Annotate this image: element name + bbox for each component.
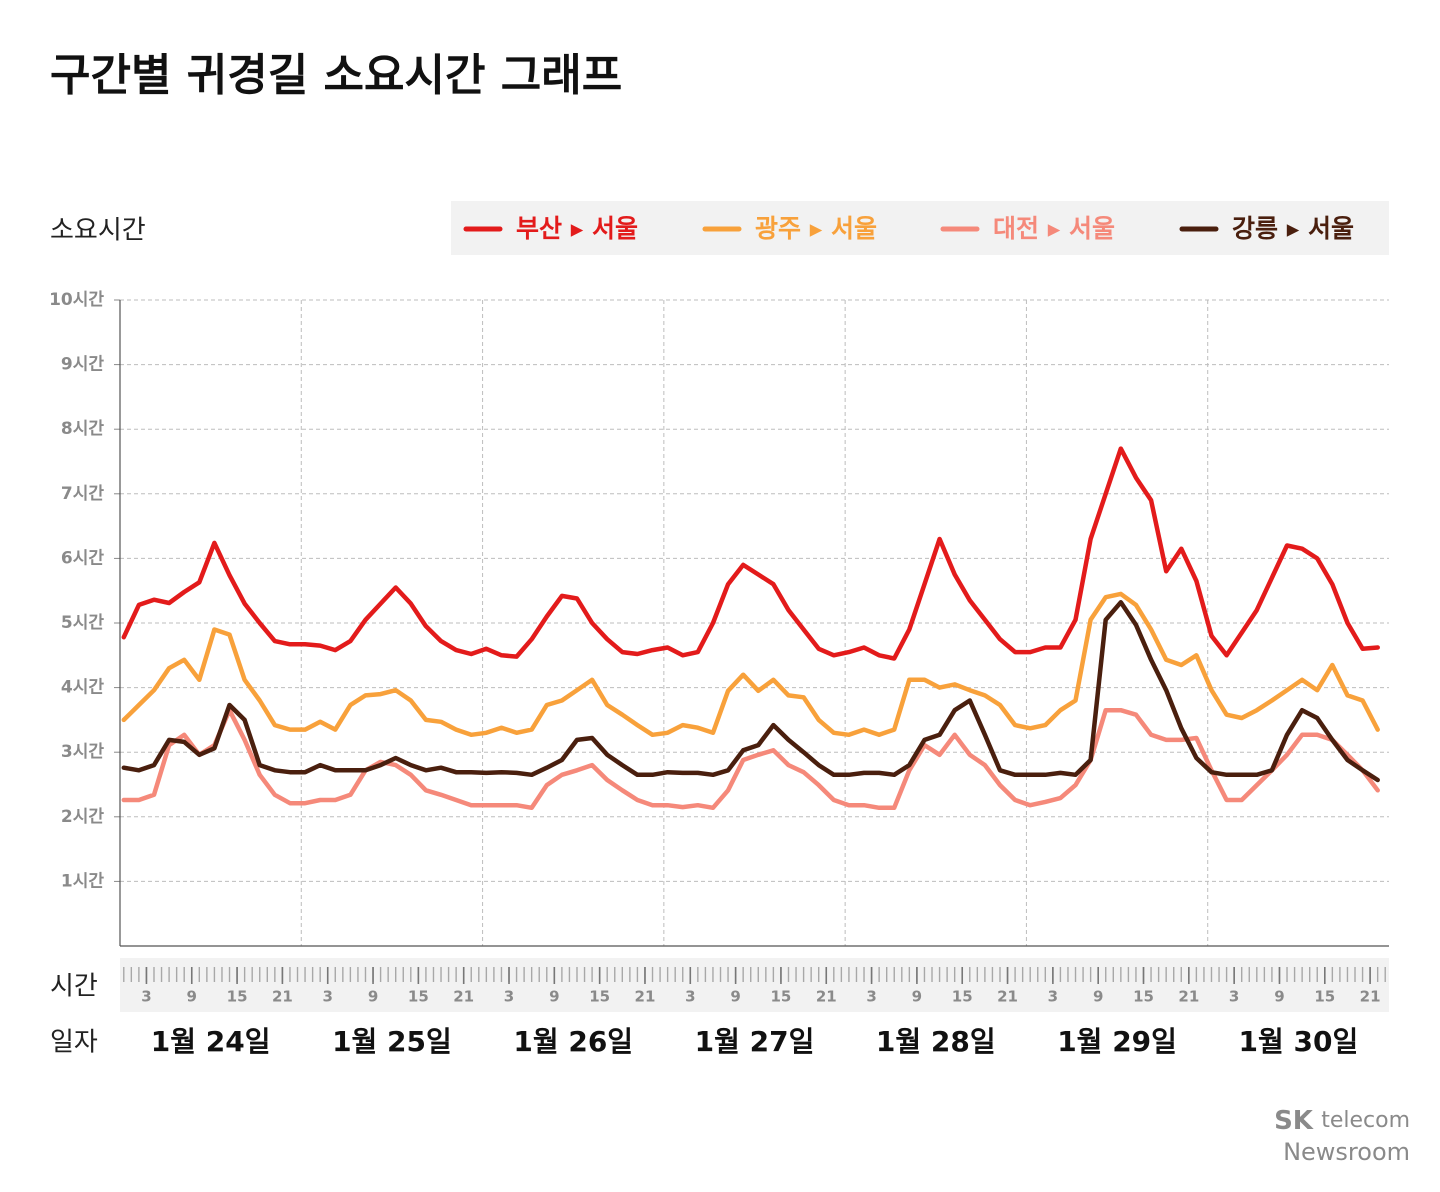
x-tick-label: 15: [408, 988, 429, 1006]
x-tick-label: 9: [1274, 988, 1284, 1006]
x-tick-label: 3: [141, 988, 151, 1006]
x-tick-label: 15: [771, 988, 792, 1006]
x-tick-label: 21: [272, 988, 293, 1006]
x-tick-label: 21: [635, 988, 656, 1006]
x-tick-label: 9: [368, 988, 378, 1006]
x-tick-label: 9: [912, 988, 922, 1006]
hour-strip: [120, 958, 1389, 1012]
x-tick-label: 15: [227, 988, 248, 1006]
y-tick-label: 6시간: [61, 548, 104, 568]
series-line: [121, 707, 1380, 811]
x-tick-label: 21: [1360, 988, 1381, 1006]
legend-label: 광주 ▸ 서울: [755, 214, 877, 243]
logo: SK telecom: [1274, 1106, 1410, 1136]
date-label: 1월 30일: [1238, 1025, 1358, 1058]
legend-box: [451, 201, 1389, 255]
x-tick-label: 3: [504, 988, 514, 1006]
y-tick-label: 7시간: [61, 484, 104, 504]
x-date-label: 일자: [50, 1028, 98, 1058]
x-tick-label: 3: [866, 988, 876, 1006]
date-label: 1월 24일: [151, 1025, 271, 1058]
x-tick-label: 9: [1093, 988, 1103, 1006]
y-axis-label: 소요시간: [50, 216, 146, 246]
x-tick-label: 3: [1048, 988, 1058, 1006]
date-label: 1월 28일: [876, 1025, 996, 1058]
date-label: 1월 29일: [1057, 1025, 1177, 1058]
x-tick-label: 15: [589, 988, 610, 1006]
x-tick-label: 3: [323, 988, 333, 1006]
series-line: [121, 591, 1380, 738]
logo-sub: Newsroom: [1283, 1138, 1410, 1166]
y-tick-label: 10시간: [49, 290, 104, 310]
legend-label: 대전 ▸ 서울: [993, 214, 1115, 243]
y-tick-label: 9시간: [61, 355, 104, 375]
x-tick-label: 21: [453, 988, 474, 1006]
legend-label: 강릉 ▸ 서울: [1232, 214, 1354, 243]
series-line: [121, 446, 1380, 661]
x-tick-label: 15: [1314, 988, 1335, 1006]
x-tick-label: 15: [1133, 988, 1154, 1006]
chart-title: 구간별 귀경길 소요시간 그래프: [50, 50, 622, 101]
x-tick-label: 9: [549, 988, 559, 1006]
x-tick-label: 3: [1229, 988, 1239, 1006]
x-tick-label: 9: [187, 988, 197, 1006]
y-tick-label: 8시간: [61, 419, 104, 439]
x-tick-label: 9: [730, 988, 740, 1006]
logo-brand: SK: [1274, 1106, 1314, 1136]
x-tick-label: 15: [952, 988, 973, 1006]
x-hour-label: 시간: [50, 972, 98, 1002]
date-label: 1월 26일: [513, 1025, 633, 1058]
x-tick-label: 3: [685, 988, 695, 1006]
date-label: 1월 27일: [695, 1025, 815, 1058]
date-label: 1월 25일: [332, 1025, 452, 1058]
x-tick-label: 21: [1178, 988, 1199, 1006]
y-tick-label: 3시간: [61, 742, 104, 762]
y-tick-label: 4시간: [61, 678, 104, 698]
x-tick-label: 21: [997, 988, 1018, 1006]
series-line: [121, 600, 1380, 783]
y-tick-label: 2시간: [61, 807, 104, 827]
x-tick-label: 21: [816, 988, 837, 1006]
y-tick-label: 1시간: [61, 871, 104, 891]
legend-label: 부산 ▸ 서울: [516, 214, 638, 243]
y-tick-label: 5시간: [61, 613, 104, 633]
logo-product: telecom: [1321, 1108, 1410, 1133]
